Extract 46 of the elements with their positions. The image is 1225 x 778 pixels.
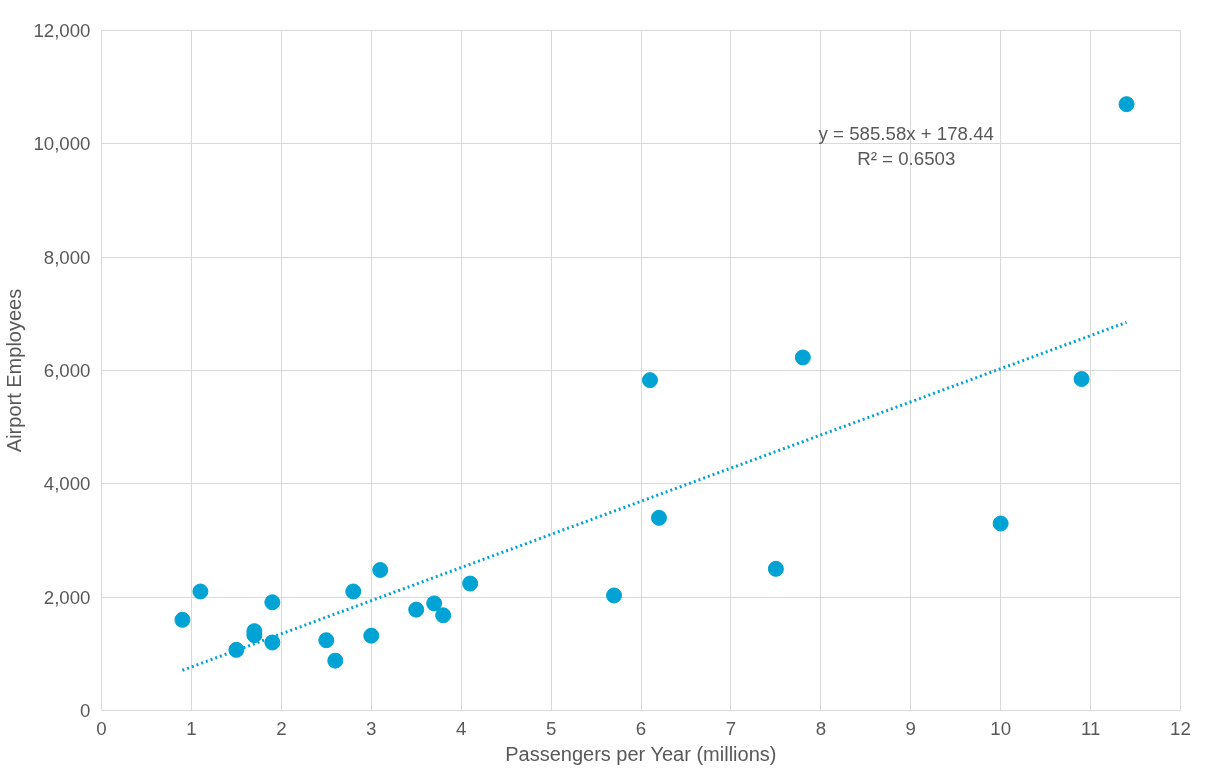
point bbox=[408, 601, 425, 618]
y-tick-label: 2,000 bbox=[43, 586, 91, 608]
point bbox=[372, 561, 389, 578]
y-tick-label: 4,000 bbox=[43, 473, 91, 495]
y-tick-label: 6,000 bbox=[43, 360, 91, 381]
x-tick-label: 11 bbox=[1080, 717, 1101, 739]
y-tick-label: 0 bbox=[80, 700, 91, 721]
annotation: y = 585.58x + 178.44 bbox=[818, 122, 994, 144]
point bbox=[345, 583, 362, 600]
y-axis-title: Airport Employees bbox=[3, 288, 26, 453]
point bbox=[174, 611, 191, 628]
x-tick-label: 0 bbox=[96, 717, 107, 739]
point bbox=[767, 560, 784, 577]
x-tick-label: 6 bbox=[635, 717, 647, 739]
x-tick-label: 5 bbox=[545, 717, 557, 739]
y-tick-label: 12,000 bbox=[33, 20, 91, 41]
x-axis-title: Passengers per Year (millions) bbox=[505, 742, 777, 765]
point bbox=[435, 607, 452, 624]
x-tick-label: 2 bbox=[276, 717, 287, 739]
x-tick-label: 9 bbox=[905, 717, 916, 739]
y-tick-label: 8,000 bbox=[43, 246, 91, 268]
point bbox=[1118, 96, 1135, 113]
y-tick-label: 10,000 bbox=[33, 133, 91, 155]
point bbox=[606, 587, 623, 604]
x-tick-label: 4 bbox=[455, 717, 467, 739]
point bbox=[462, 575, 479, 592]
point bbox=[992, 515, 1009, 532]
point bbox=[192, 583, 209, 600]
point bbox=[264, 634, 281, 651]
point bbox=[650, 509, 667, 526]
point bbox=[641, 372, 658, 389]
point bbox=[1073, 371, 1090, 387]
x-tick-label: 8 bbox=[815, 717, 827, 739]
point bbox=[228, 641, 245, 658]
x-tick-label: 1 bbox=[186, 717, 197, 739]
point bbox=[318, 632, 335, 649]
point bbox=[264, 594, 281, 611]
point bbox=[426, 595, 443, 612]
x-tick-label: 10 bbox=[990, 717, 1012, 739]
x-tick-label: 7 bbox=[725, 717, 737, 739]
point bbox=[327, 652, 344, 669]
x-tick-label: 12 bbox=[1170, 717, 1191, 739]
point bbox=[794, 349, 811, 366]
x-tick-label: 3 bbox=[366, 717, 377, 739]
point bbox=[363, 627, 380, 644]
annotation: R² = 0.6503 bbox=[857, 148, 956, 170]
